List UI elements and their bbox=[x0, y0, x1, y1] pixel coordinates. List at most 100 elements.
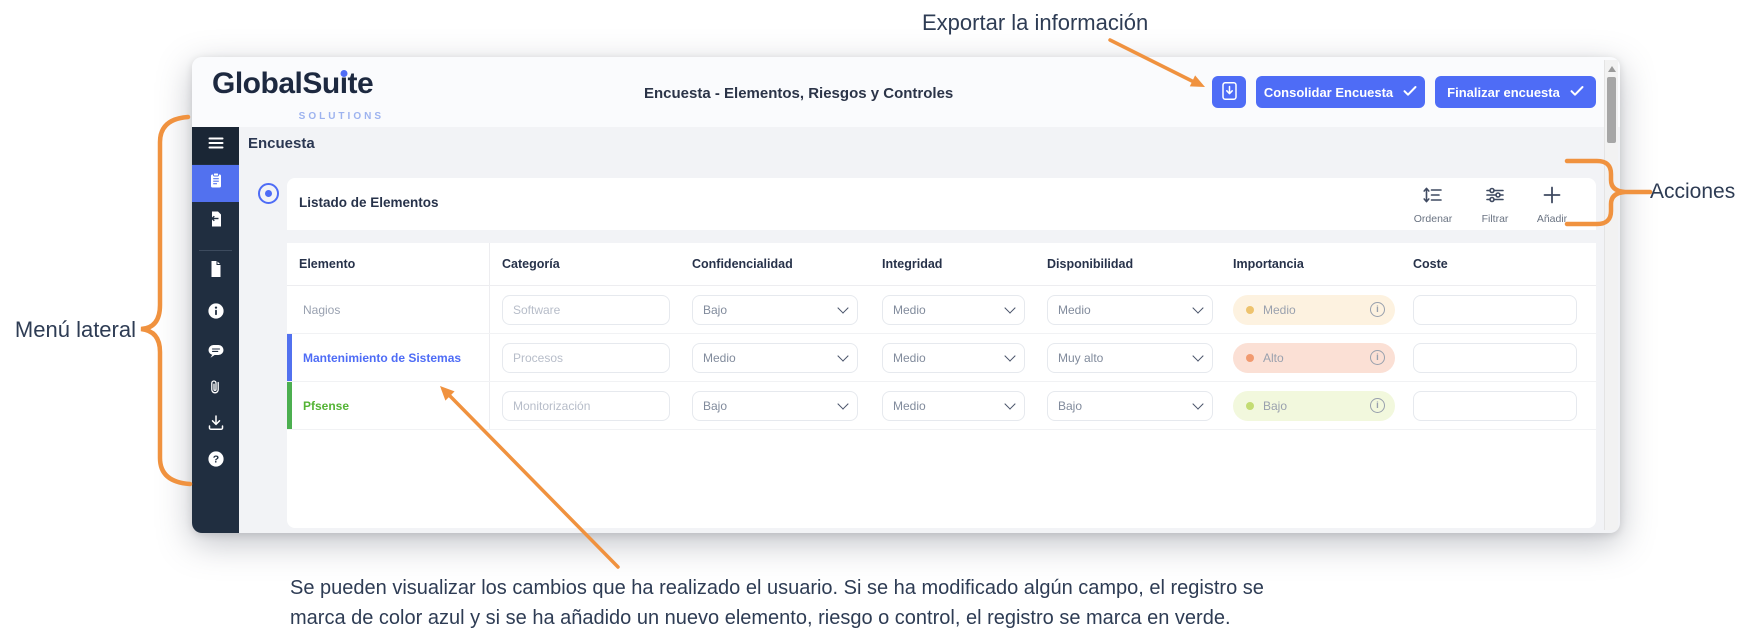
elemento-name: Nagios bbox=[303, 302, 341, 317]
sidebar: ? bbox=[192, 127, 239, 533]
disponibilidad-select[interactable]: Bajo bbox=[1047, 390, 1213, 421]
categoria-input[interactable] bbox=[502, 294, 670, 325]
sidebar-item-help[interactable]: ? bbox=[192, 446, 239, 476]
column-header-confidencialidad: Confidencialidad bbox=[692, 257, 793, 271]
chevron-down-icon bbox=[1004, 397, 1016, 410]
paperclip-icon bbox=[205, 377, 227, 404]
svg-text:?: ? bbox=[212, 453, 218, 465]
importancia-badge: Medio i bbox=[1233, 294, 1395, 325]
menu-icon bbox=[205, 132, 227, 159]
info-icon bbox=[205, 300, 227, 327]
elements-panel-header: Listado de Elementos Ordenar bbox=[287, 178, 1596, 230]
consolidar-encuesta-button[interactable]: Consolidar Encuesta bbox=[1256, 76, 1425, 108]
finalizar-encuesta-button[interactable]: Finalizar encuesta bbox=[1435, 76, 1596, 108]
table-row: Mantenimiento de Sistemas Medio Medio Mu… bbox=[287, 334, 1596, 382]
integridad-select[interactable]: Medio bbox=[882, 342, 1025, 373]
annotation-export: Exportar la información bbox=[922, 10, 1149, 35]
logo-subtitle: SOLUTIONS bbox=[298, 111, 384, 122]
chat-icon bbox=[205, 340, 227, 367]
ordenar-label: Ordenar bbox=[1413, 213, 1453, 225]
categoria-input[interactable] bbox=[502, 342, 670, 373]
sidebar-item-chat[interactable] bbox=[192, 338, 239, 368]
panel-title: Listado de Elementos bbox=[299, 195, 439, 210]
coste-input[interactable] bbox=[1413, 342, 1577, 373]
sidebar-item-download[interactable] bbox=[192, 410, 239, 440]
annotation-sidebar: Menú lateral bbox=[14, 317, 136, 342]
disponibilidad-select[interactable]: Medio bbox=[1047, 294, 1213, 325]
info-circle-icon[interactable]: i bbox=[1370, 398, 1385, 413]
app-header: GlobalSuite SOLUTIONS Encuesta - Element… bbox=[192, 57, 1620, 127]
sidebar-item-menu[interactable] bbox=[192, 127, 239, 164]
elements-radio-button[interactable] bbox=[258, 183, 279, 204]
globalsuite-logo: GlobalSuite SOLUTIONS bbox=[212, 68, 384, 133]
column-header-integridad: Integridad bbox=[882, 257, 943, 271]
row-status-bar-new bbox=[287, 382, 292, 429]
info-circle-icon[interactable]: i bbox=[1370, 350, 1385, 365]
level-dot bbox=[1246, 353, 1254, 362]
page-title: Encuesta - Elementos, Riesgos y Controle… bbox=[644, 85, 954, 102]
document-icon bbox=[205, 258, 227, 285]
logo-text: GlobalSuite bbox=[212, 67, 374, 100]
clipboard-icon bbox=[205, 170, 227, 197]
annotation-note-line2: marca de color azul y si se ha añadido u… bbox=[290, 607, 1231, 629]
scrollbar-thumb[interactable] bbox=[1607, 77, 1616, 143]
elemento-name: Pfsense bbox=[303, 398, 350, 413]
sidebar-item-encuesta-active[interactable] bbox=[192, 165, 239, 202]
annotation-note: Se pueden visualizar los cambios que ha … bbox=[290, 573, 1264, 633]
radio-dot bbox=[265, 190, 272, 197]
scroll-up-arrow-icon[interactable] bbox=[1607, 66, 1616, 72]
chevron-down-icon bbox=[1192, 349, 1204, 362]
integridad-select[interactable]: Medio bbox=[882, 390, 1025, 421]
annotation-actions: Acciones bbox=[1650, 180, 1736, 203]
confidencialidad-select[interactable]: Bajo bbox=[692, 294, 858, 325]
help-icon: ? bbox=[205, 448, 227, 475]
sidebar-item-info[interactable] bbox=[192, 298, 239, 328]
anadir-label: Añadir bbox=[1536, 213, 1568, 225]
chevron-down-icon bbox=[837, 301, 849, 314]
disponibilidad-select[interactable]: Muy alto bbox=[1047, 342, 1213, 373]
coste-input[interactable] bbox=[1413, 294, 1577, 325]
filtrar-label: Filtrar bbox=[1481, 213, 1509, 225]
check-icon bbox=[1570, 85, 1584, 100]
annotation-note-line1: Se pueden visualizar los cambios que ha … bbox=[290, 577, 1264, 599]
sidebar-item-document[interactable] bbox=[192, 256, 239, 286]
coste-input[interactable] bbox=[1413, 390, 1577, 421]
check-icon bbox=[1403, 85, 1417, 100]
sidebar-item-attachments[interactable] bbox=[192, 375, 239, 405]
chevron-down-icon bbox=[1004, 301, 1016, 314]
sidebar-item-file-export[interactable] bbox=[192, 203, 239, 240]
chevron-down-icon bbox=[1192, 397, 1204, 410]
chevron-down-icon bbox=[1192, 301, 1204, 314]
elements-table: Elemento Categoría Confidencialidad Inte… bbox=[287, 243, 1596, 528]
vertical-scrollbar[interactable] bbox=[1604, 60, 1618, 530]
page-heading: Encuesta bbox=[248, 135, 315, 152]
confidencialidad-select[interactable]: Bajo bbox=[692, 390, 858, 421]
importancia-badge: Alto i bbox=[1233, 342, 1395, 373]
integridad-select[interactable]: Medio bbox=[882, 294, 1025, 325]
file-export-icon bbox=[205, 208, 227, 235]
info-circle-icon[interactable]: i bbox=[1370, 302, 1385, 317]
plus-icon bbox=[1541, 184, 1563, 211]
chevron-down-icon bbox=[1004, 349, 1016, 362]
table-header-row: Elemento Categoría Confidencialidad Inte… bbox=[287, 243, 1596, 286]
filtrar-button[interactable]: Filtrar bbox=[1467, 184, 1523, 225]
sidebar-divider bbox=[199, 250, 232, 251]
chevron-down-icon bbox=[837, 397, 849, 410]
download-icon bbox=[205, 412, 227, 439]
importancia-badge: Bajo i bbox=[1233, 390, 1395, 421]
export-button[interactable] bbox=[1212, 76, 1246, 108]
anadir-button[interactable]: Añadir bbox=[1524, 184, 1580, 225]
level-dot bbox=[1246, 401, 1254, 410]
filter-icon bbox=[1484, 184, 1506, 211]
elemento-name: Mantenimiento de Sistemas bbox=[303, 350, 462, 365]
ordenar-button[interactable]: Ordenar bbox=[1405, 184, 1461, 225]
level-dot bbox=[1246, 305, 1254, 314]
confidencialidad-select[interactable]: Medio bbox=[692, 342, 858, 373]
chevron-down-icon bbox=[837, 349, 849, 362]
categoria-input[interactable] bbox=[502, 390, 670, 421]
document-download-icon bbox=[1220, 81, 1239, 104]
row-status-bar-modified bbox=[287, 334, 292, 381]
